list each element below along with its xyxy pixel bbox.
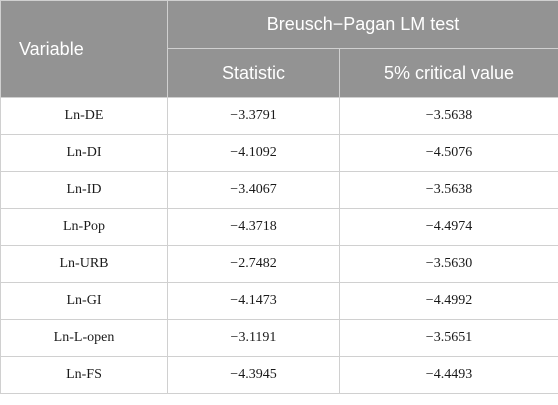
statistic-cell: −3.4067: [167, 171, 340, 209]
critical-value-cell: −4.4992: [339, 282, 558, 320]
table-row: Ln-DE −3.3791 −3.5638: [0, 97, 558, 135]
variable-cell: Ln-URB: [0, 245, 168, 283]
critical-value-cell: −3.5638: [339, 97, 558, 135]
statistic-cell: −4.1473: [167, 282, 340, 320]
header-row-top: Variable Breusch−Pagan LM test: [0, 0, 558, 98]
statistic-column-header: Statistic: [167, 48, 340, 98]
critical-value-cell: −3.5651: [339, 319, 558, 357]
variable-cell: Ln-Pop: [0, 208, 168, 246]
table-row: Ln-DI −4.1092 −4.5076: [0, 134, 558, 172]
statistic-cell: −3.1191: [167, 319, 340, 357]
table-row: Ln-ID −3.4067 −3.5638: [0, 171, 558, 209]
breusch-pagan-group-header: Breusch−Pagan LM test: [167, 0, 558, 49]
statistic-cell: −4.3945: [167, 356, 340, 394]
critical-value-cell: −4.4493: [339, 356, 558, 394]
variable-cell: Ln-DI: [0, 134, 168, 172]
critical-value-cell: −3.5630: [339, 245, 558, 283]
table-row: Ln-URB −2.7482 −3.5630: [0, 245, 558, 283]
critical-value-cell: −3.5638: [339, 171, 558, 209]
variable-cell: Ln-L-open: [0, 319, 168, 357]
table-row: Ln-GI −4.1473 −4.4992: [0, 282, 558, 320]
critical-value-column-header: 5% critical value: [339, 48, 558, 98]
statistic-cell: −3.3791: [167, 97, 340, 135]
critical-value-cell: −4.5076: [339, 134, 558, 172]
results-table: Variable Breusch−Pagan LM test Statistic…: [0, 0, 558, 394]
statistic-cell: −4.3718: [167, 208, 340, 246]
table-row: Ln-L-open −3.1191 −3.5651: [0, 319, 558, 357]
variable-cell: Ln-FS: [0, 356, 168, 394]
table-row: Ln-Pop −4.3718 −4.4974: [0, 208, 558, 246]
variable-cell: Ln-GI: [0, 282, 168, 320]
critical-value-cell: −4.4974: [339, 208, 558, 246]
table-row: Ln-FS −4.3945 −4.4493: [0, 356, 558, 394]
table-header: Variable Breusch−Pagan LM test Statistic…: [0, 0, 558, 98]
variable-cell: Ln-DE: [0, 97, 168, 135]
statistic-cell: −4.1092: [167, 134, 340, 172]
statistic-cell: −2.7482: [167, 245, 340, 283]
table-body: Ln-DE −3.3791 −3.5638 Ln-DI −4.1092 −4.5…: [0, 97, 558, 394]
variable-column-header: Variable: [0, 0, 168, 98]
variable-cell: Ln-ID: [0, 171, 168, 209]
